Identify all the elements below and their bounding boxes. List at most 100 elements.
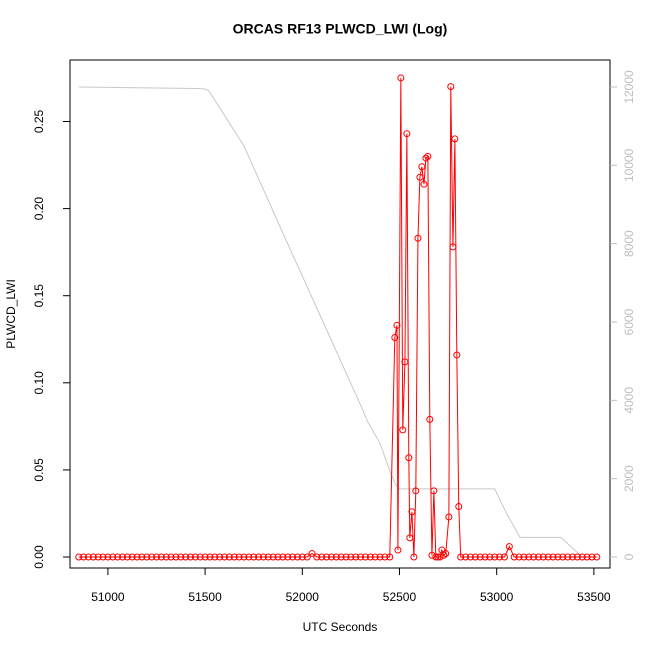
y2-tick-label: 2000	[622, 465, 636, 492]
data-point	[394, 546, 402, 554]
data-point	[436, 553, 444, 561]
data-point	[337, 553, 345, 561]
data-point	[476, 553, 484, 561]
data-point	[123, 553, 131, 561]
data-point	[583, 553, 591, 561]
data-point	[284, 553, 292, 561]
data-point	[486, 553, 494, 561]
data-point	[225, 553, 233, 561]
data-point	[471, 553, 479, 561]
x-tick-label: 52000	[286, 590, 320, 604]
data-point	[153, 553, 161, 561]
data-point	[298, 553, 306, 561]
x-tick-label: 51000	[91, 590, 125, 604]
data-point	[357, 553, 365, 561]
data-point	[424, 152, 432, 160]
x-tick-label: 53500	[577, 590, 611, 604]
data-point	[167, 553, 175, 561]
data-point	[289, 553, 297, 561]
data-point	[371, 553, 379, 561]
data-point	[327, 553, 335, 561]
data-point	[342, 553, 350, 561]
data-point	[449, 243, 457, 251]
data-point	[347, 553, 355, 561]
data-point	[293, 553, 301, 561]
x-tick-label: 53000	[480, 590, 514, 604]
y-tick-label: 0.05	[32, 458, 46, 482]
data-point	[491, 553, 499, 561]
data-point	[418, 163, 426, 171]
data-point	[408, 508, 416, 516]
data-point	[544, 553, 552, 561]
data-point	[403, 130, 411, 138]
data-point	[466, 553, 474, 561]
data-point	[401, 358, 409, 366]
data-point	[381, 553, 389, 561]
data-point	[397, 74, 405, 82]
data-point	[462, 553, 470, 561]
x-tick-label: 52500	[383, 590, 417, 604]
data-point	[416, 173, 424, 181]
data-point	[274, 553, 282, 561]
chart-title: ORCAS RF13 PLWCD_LWI (Log)	[233, 21, 448, 37]
data-point	[279, 553, 287, 561]
y2-tick-label: 10000	[622, 148, 636, 182]
data-point	[420, 180, 428, 188]
data-point	[201, 553, 209, 561]
data-line	[78, 86, 598, 558]
data-point	[191, 553, 199, 561]
data-point	[94, 553, 102, 561]
data-point	[412, 487, 420, 495]
data-point	[399, 426, 407, 434]
data-point	[554, 553, 562, 561]
y2-tick-label: 8000	[622, 230, 636, 257]
data-point	[118, 553, 126, 561]
data-point	[89, 553, 97, 561]
data-point	[588, 553, 596, 561]
data-point	[172, 553, 180, 561]
data-point	[235, 553, 243, 561]
data-point	[457, 553, 465, 561]
data-point	[143, 553, 151, 561]
data-point	[109, 553, 117, 561]
data-point	[318, 553, 326, 561]
data-point	[216, 553, 224, 561]
data-point	[440, 551, 448, 559]
data-point	[534, 553, 542, 561]
data-point	[128, 553, 136, 561]
data-point	[549, 553, 557, 561]
data-point	[426, 415, 434, 423]
data-point	[578, 553, 586, 561]
data-point	[496, 553, 504, 561]
data-point	[114, 553, 122, 561]
data-point	[451, 135, 459, 143]
data-point	[352, 553, 360, 561]
data-point	[84, 553, 92, 561]
data-point	[525, 553, 533, 561]
data-point	[406, 534, 414, 542]
data-point	[445, 513, 453, 521]
data-point	[80, 553, 88, 561]
data-point	[573, 553, 581, 561]
data-point	[133, 553, 141, 561]
data-point	[520, 553, 528, 561]
data-point	[414, 234, 422, 242]
data-point	[481, 553, 489, 561]
data-point	[269, 553, 277, 561]
data-point	[221, 553, 229, 561]
data-point	[138, 553, 146, 561]
data-point	[323, 553, 331, 561]
data-point	[568, 553, 576, 561]
data-point	[259, 553, 267, 561]
data-point	[361, 553, 369, 561]
data-point	[432, 553, 440, 561]
data-point	[455, 503, 463, 511]
data-point	[376, 553, 384, 561]
y-tick-label: 0.10	[32, 371, 46, 395]
y2-tick-label: 6000	[622, 308, 636, 335]
data-point	[505, 543, 513, 551]
data-point	[211, 553, 219, 561]
data-point	[539, 553, 547, 561]
